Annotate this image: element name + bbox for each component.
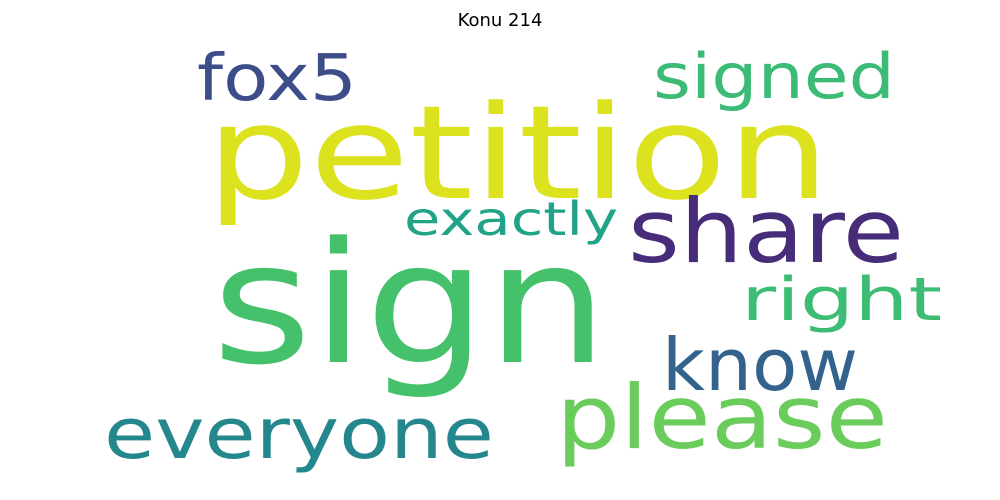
page-title: Konu 214 [457,10,543,31]
word-know: know [662,323,858,407]
word-please: please [556,366,888,469]
word-exactly: exactly [404,192,618,246]
word-right: right [741,265,942,335]
word-signed: signed [653,40,895,113]
word-petition: petition [206,77,830,229]
word-share: share [628,180,904,283]
word-fox5: fox5 [197,42,357,116]
word-everyone: everyone [104,393,494,475]
word-sign: sign [212,206,608,402]
